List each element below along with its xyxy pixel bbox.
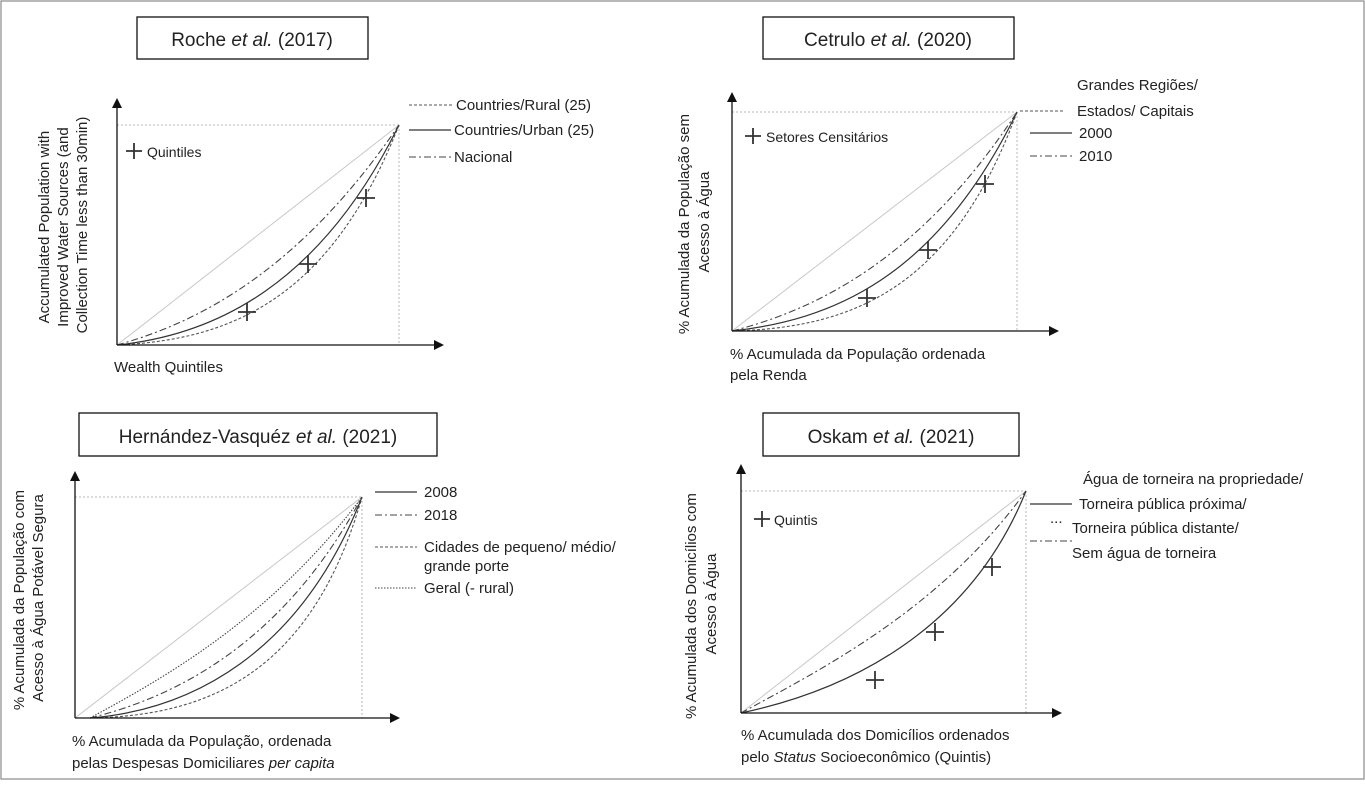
panel-cetrulo-legend: Grandes Regiões/ Estados/ Capitais 2000 … xyxy=(1020,77,1199,165)
panel-hernandez-title-box xyxy=(78,412,438,457)
curve-2000 xyxy=(731,111,1018,332)
panel-cetrulo-marker-key: Setores Censitários xyxy=(745,128,888,145)
legend-item: Água de torneira na propriedade/ xyxy=(1083,471,1304,488)
legend-ellipsis: ... xyxy=(1050,510,1063,527)
panel-hernandez-plot xyxy=(70,471,400,723)
legend-item: Sem água de torneira xyxy=(1072,545,1217,562)
panel-hernandez-legend: 2008 2018 Cidades de pequeno/ médio/ gra… xyxy=(375,484,617,597)
legend-item: 2010 xyxy=(1079,148,1112,165)
legend-item: Countries/Rural (25) xyxy=(456,97,591,114)
equality-line xyxy=(740,490,1027,714)
legend-item: Torneira pública distante/ xyxy=(1072,520,1240,537)
curve-nacional xyxy=(116,124,400,346)
legend-item: Geral (- rural) xyxy=(424,580,514,597)
curve-cidades-porte xyxy=(89,496,363,719)
panel-oskam-marker-key: Quintis xyxy=(754,511,818,528)
equality-line xyxy=(74,496,363,719)
curve-2010 xyxy=(731,111,1018,332)
panel-oskam: Oskam et al. (2021) Quintis % Acumulada … xyxy=(683,412,1304,766)
panel-roche-title: Roche et al. (2017) xyxy=(171,30,333,51)
quintile-markers xyxy=(238,189,375,321)
quintis-markers xyxy=(866,558,1001,689)
marker-key-label: Quintis xyxy=(774,512,818,528)
legend-item: Estados/ Capitais xyxy=(1077,103,1194,120)
legend-item: Countries/Urban (25) xyxy=(454,122,594,139)
panel-hernandez-xlabel: % Acumulada da População, ordenada pelas… xyxy=(72,733,336,772)
panel-oskam-legend: Água de torneira na propriedade/ Torneir… xyxy=(1030,471,1304,562)
panel-cetrulo: Cetrulo et al. (2020) Setores Censitário… xyxy=(676,16,1199,384)
panel-roche-xlabel: Wealth Quintiles xyxy=(114,359,223,376)
panel-roche-legend: Countries/Rural (25) Countries/Urban (25… xyxy=(409,97,594,166)
panel-cetrulo-ylabel: % Acumulada da População sem Acesso à Ág… xyxy=(676,110,713,334)
panel-cetrulo-title: Cetrulo et al. (2020) xyxy=(804,30,972,51)
curve-estados-capitais xyxy=(731,111,1018,332)
panel-hernandez-ylabel: % Acumulada da População com Acesso à Ág… xyxy=(11,486,47,710)
panel-roche-plot xyxy=(112,98,444,350)
marker-key-label: Quintiles xyxy=(147,144,201,160)
legend-item: 2000 xyxy=(1079,125,1112,142)
panel-cetrulo-xlabel: % Acumulada da População ordenada pela R… xyxy=(730,346,989,384)
panel-cetrulo-plot xyxy=(727,92,1059,336)
equality-line xyxy=(116,124,400,346)
curve-countries-rural xyxy=(116,124,400,346)
legend-item: Nacional xyxy=(454,149,512,166)
panel-roche-marker-key: Quintiles xyxy=(126,143,201,160)
curve-2008 xyxy=(89,496,363,719)
legend-item: 2008 xyxy=(424,484,457,501)
legend-group-title: Grandes Regiões/ xyxy=(1077,77,1199,94)
panel-oskam-title-box xyxy=(762,412,1020,457)
panel-roche-title-box xyxy=(136,16,369,60)
panel-oskam-title: Oskam et al. (2021) xyxy=(808,427,975,448)
panel-roche-ylabel: Accumulated Population with Improved Wat… xyxy=(36,117,91,334)
legend-item: 2018 xyxy=(424,507,457,524)
panel-hernandez-title: Hernández-Vasquéz et al. (2021) xyxy=(119,427,398,448)
curve-2018 xyxy=(89,496,363,719)
curve-geral-rural xyxy=(89,496,363,719)
panel-oskam-xlabel: % Acumulada dos Domicílios ordenados pel… xyxy=(741,727,1014,766)
panel-oskam-ylabel: % Acumulada dos Domicílios com Acesso à … xyxy=(683,489,720,719)
marker-key-label: Setores Censitários xyxy=(766,129,888,145)
legend-item: grande porte xyxy=(424,558,509,575)
panel-cetrulo-title-box xyxy=(762,16,1015,60)
equality-line xyxy=(731,111,1018,332)
panel-oskam-plot xyxy=(736,464,1062,718)
curve-countries-urban xyxy=(116,124,400,346)
legend-item: Cidades de pequeno/ médio/ xyxy=(424,539,617,556)
legend-item: Torneira pública próxima/ xyxy=(1079,496,1247,513)
panel-roche: Roche et al. (2017) Quintiles Accumulate… xyxy=(36,16,594,376)
curve-torneira-propriedade xyxy=(740,490,1027,714)
setores-markers xyxy=(858,175,994,307)
panel-hernandez: Hernández-Vasquéz et al. (2021) % Acumul… xyxy=(11,412,617,772)
